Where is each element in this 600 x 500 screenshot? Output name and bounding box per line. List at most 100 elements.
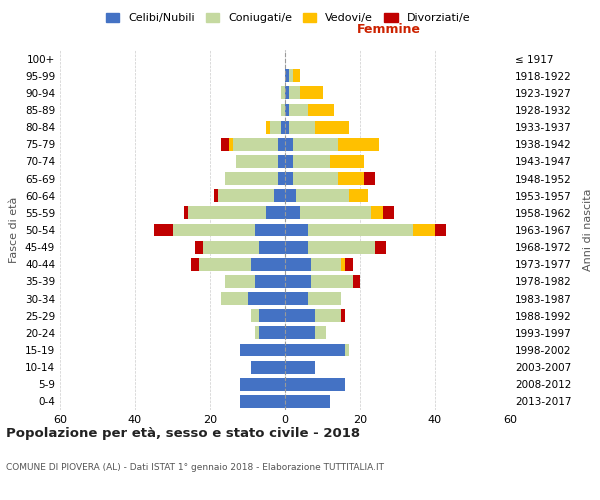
- Bar: [353, 275, 360, 288]
- Bar: [191, 258, 199, 270]
- Bar: [285, 240, 308, 254]
- Bar: [364, 172, 375, 185]
- Bar: [281, 120, 285, 134]
- Bar: [285, 86, 289, 100]
- Bar: [277, 172, 285, 185]
- Bar: [218, 190, 274, 202]
- Bar: [259, 240, 285, 254]
- Bar: [274, 190, 285, 202]
- Bar: [293, 155, 330, 168]
- Bar: [285, 104, 289, 117]
- Bar: [281, 104, 285, 117]
- Bar: [293, 70, 300, 82]
- Text: Popolazione per età, sesso e stato civile - 2018: Popolazione per età, sesso e stato civil…: [6, 428, 360, 440]
- Bar: [221, 292, 248, 305]
- Text: COMUNE DI PIOVERA (AL) - Dati ISTAT 1° gennaio 2018 - Elaborazione TUTTITALIA.IT: COMUNE DI PIOVERA (AL) - Dati ISTAT 1° g…: [6, 462, 384, 471]
- Bar: [330, 155, 364, 168]
- Bar: [337, 138, 379, 150]
- Bar: [289, 86, 300, 100]
- Bar: [383, 206, 394, 220]
- Bar: [255, 275, 285, 288]
- Bar: [240, 395, 285, 408]
- Bar: [251, 310, 259, 322]
- Bar: [345, 258, 353, 270]
- Bar: [285, 378, 345, 390]
- Bar: [251, 360, 285, 374]
- Bar: [285, 258, 311, 270]
- Bar: [255, 224, 285, 236]
- Bar: [308, 104, 334, 117]
- Bar: [277, 155, 285, 168]
- Bar: [285, 190, 296, 202]
- Bar: [311, 275, 353, 288]
- Bar: [293, 138, 337, 150]
- Bar: [289, 104, 308, 117]
- Bar: [240, 344, 285, 356]
- Bar: [259, 326, 285, 340]
- Bar: [300, 86, 323, 100]
- Bar: [225, 172, 277, 185]
- Bar: [285, 224, 308, 236]
- Bar: [285, 360, 315, 374]
- Y-axis label: Fasce di età: Fasce di età: [10, 197, 19, 263]
- Bar: [285, 206, 300, 220]
- Bar: [285, 275, 311, 288]
- Bar: [293, 172, 337, 185]
- Bar: [251, 258, 285, 270]
- Bar: [285, 155, 293, 168]
- Bar: [255, 326, 259, 340]
- Bar: [285, 70, 289, 82]
- Bar: [270, 120, 281, 134]
- Bar: [311, 258, 341, 270]
- Bar: [296, 190, 349, 202]
- Bar: [345, 344, 349, 356]
- Bar: [285, 344, 345, 356]
- Bar: [285, 326, 315, 340]
- Y-axis label: Anni di nascita: Anni di nascita: [583, 188, 593, 271]
- Bar: [285, 172, 293, 185]
- Bar: [341, 310, 345, 322]
- Bar: [308, 240, 375, 254]
- Bar: [154, 224, 173, 236]
- Bar: [266, 120, 270, 134]
- Bar: [375, 240, 386, 254]
- Bar: [308, 292, 341, 305]
- Bar: [233, 138, 277, 150]
- Bar: [240, 378, 285, 390]
- Bar: [289, 70, 293, 82]
- Bar: [285, 395, 330, 408]
- Bar: [300, 206, 371, 220]
- Bar: [371, 206, 383, 220]
- Bar: [195, 240, 203, 254]
- Bar: [236, 155, 277, 168]
- Bar: [225, 275, 255, 288]
- Bar: [341, 258, 345, 270]
- Bar: [187, 206, 266, 220]
- Bar: [285, 310, 315, 322]
- Bar: [214, 190, 218, 202]
- Bar: [266, 206, 285, 220]
- Bar: [221, 138, 229, 150]
- Bar: [315, 310, 341, 322]
- Text: Femmine: Femmine: [356, 22, 421, 36]
- Bar: [184, 206, 187, 220]
- Bar: [315, 326, 326, 340]
- Bar: [248, 292, 285, 305]
- Bar: [349, 190, 367, 202]
- Bar: [435, 224, 446, 236]
- Bar: [285, 138, 293, 150]
- Bar: [285, 120, 289, 134]
- Bar: [308, 224, 413, 236]
- Bar: [285, 292, 308, 305]
- Legend: Celibi/Nubili, Coniugati/e, Vedovi/e, Divorziati/e: Celibi/Nubili, Coniugati/e, Vedovi/e, Di…: [101, 8, 475, 28]
- Bar: [289, 120, 315, 134]
- Bar: [337, 172, 364, 185]
- Bar: [413, 224, 435, 236]
- Bar: [199, 258, 251, 270]
- Bar: [315, 120, 349, 134]
- Bar: [259, 310, 285, 322]
- Bar: [229, 138, 233, 150]
- Bar: [203, 240, 259, 254]
- Bar: [173, 224, 255, 236]
- Bar: [281, 86, 285, 100]
